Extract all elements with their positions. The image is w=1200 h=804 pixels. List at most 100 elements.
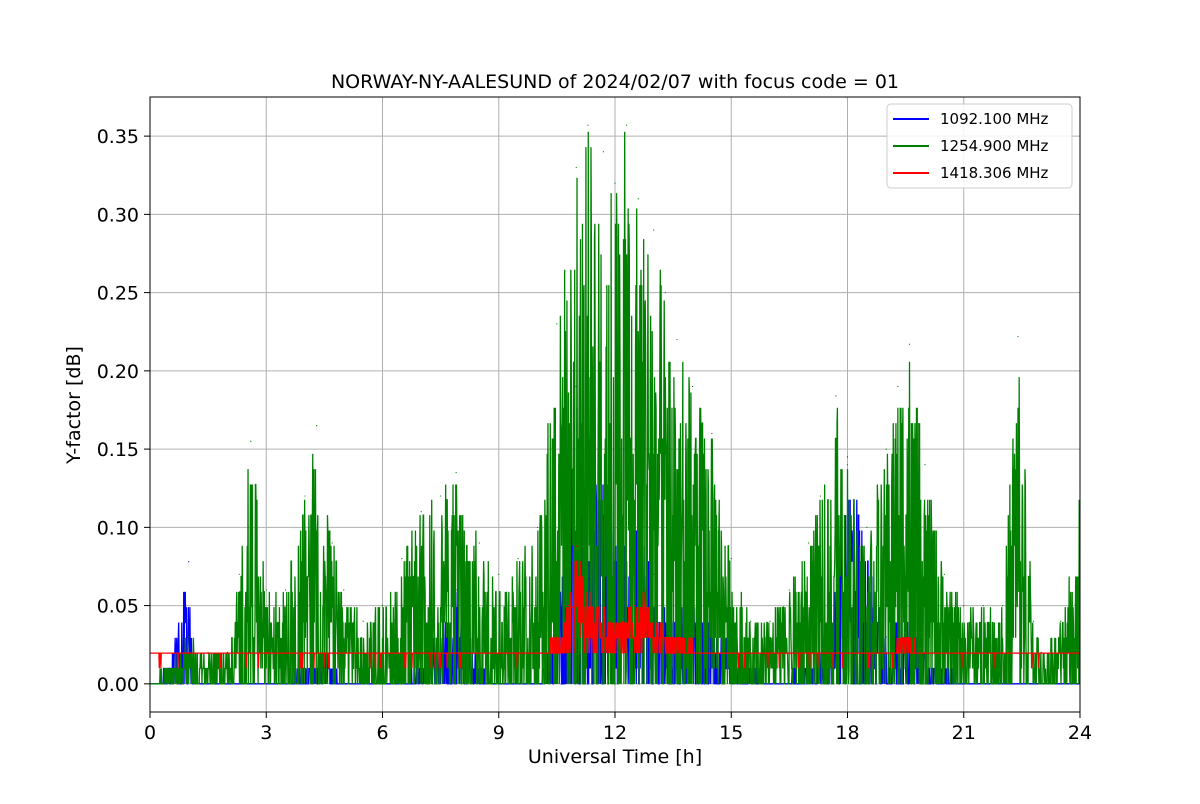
x-tick-label: 0: [144, 722, 156, 744]
data-point: [1060, 620, 1062, 622]
data-point: [536, 526, 539, 528]
y-tick-label: 0.15: [97, 439, 139, 461]
data-point: [653, 620, 655, 622]
data-point: [188, 651, 190, 654]
data-point: [788, 589, 790, 591]
data-point: [587, 124, 589, 126]
data-point: [614, 182, 616, 184]
data-point: [924, 464, 926, 466]
data-point: [440, 495, 442, 497]
data-point: [808, 651, 810, 654]
data-point: [343, 589, 345, 591]
y-tick-label: 0.35: [97, 126, 139, 148]
data-point: [730, 651, 732, 654]
data-point: [343, 651, 345, 654]
data-point: [226, 651, 229, 654]
data-point: [846, 651, 849, 654]
data-point: [381, 651, 384, 654]
data-point: [401, 558, 403, 560]
legend-label: 1254.900 MHz: [940, 137, 1049, 155]
y-tick-label: 0.10: [97, 517, 139, 539]
data-point: [285, 589, 287, 591]
data-point: [250, 440, 252, 442]
x-tick-label: 15: [719, 722, 743, 744]
x-tick-label: 3: [260, 722, 272, 744]
plot-area: 0 3 6 9 12 15 18 21 24 0.00 0.05 0.10 0.15 0.20 0.25 0.…: [97, 96, 1092, 744]
data-point: [556, 323, 558, 325]
data-point: [498, 573, 500, 575]
chart-title: NORWAY-NY-AALESUND of 2024/02/07 with fo…: [331, 71, 899, 93]
data-point: [885, 448, 887, 450]
data-point: [943, 573, 945, 575]
data-point: [610, 620, 612, 622]
x-axis-label: Universal Time [h]: [528, 746, 702, 768]
data-point: [963, 604, 965, 607]
data-point: [498, 651, 500, 654]
legend-label: 1092.100 MHz: [940, 110, 1049, 128]
data-point: [1032, 620, 1035, 622]
data-point: [885, 651, 887, 654]
data-point: [459, 651, 461, 654]
data-point: [1040, 651, 1042, 654]
data-point: [750, 620, 752, 622]
data-point: [633, 604, 635, 607]
data-point: [897, 385, 899, 388]
data-point: [924, 651, 926, 654]
data-point: [316, 425, 318, 427]
data-point: [819, 495, 821, 497]
x-tick-label: 24: [1068, 722, 1092, 744]
data-point: [905, 636, 907, 638]
data-point: [711, 432, 713, 435]
data-point: [835, 395, 837, 397]
data-point: [626, 124, 628, 126]
data-point: [420, 651, 422, 654]
data-point: [331, 542, 333, 544]
legend-box: [886, 103, 1073, 189]
y-tick-label: 0.30: [97, 204, 139, 226]
y-tick-label: 0.00: [97, 674, 139, 696]
data-point: [517, 558, 519, 560]
data-point: [265, 589, 267, 591]
data-point: [1017, 335, 1019, 338]
data-point: [846, 456, 849, 458]
legend-label: 1418.306 MHz: [940, 164, 1049, 182]
data-point: [188, 636, 190, 638]
data-point: [304, 495, 306, 497]
y-tick-label: 0.20: [97, 361, 139, 383]
data-point: [730, 558, 732, 560]
data-point: [536, 651, 539, 654]
data-point: [653, 229, 655, 231]
data-point: [238, 573, 240, 575]
data-point: [304, 651, 306, 654]
data-point: [808, 542, 810, 544]
data-point: [866, 526, 868, 528]
data-point: [645, 589, 647, 591]
data-point: [265, 683, 267, 685]
data-point: [567, 604, 570, 607]
data-point: [381, 604, 384, 607]
x-tick-label: 12: [603, 722, 627, 744]
data-point: [575, 166, 577, 169]
y-tick-label: 0.25: [97, 283, 139, 305]
data-point: [622, 620, 624, 622]
data-point: [1001, 651, 1004, 654]
data-point: [455, 471, 457, 474]
data-point: [265, 651, 267, 654]
data-point: [168, 667, 170, 669]
data-point: [575, 545, 577, 547]
data-point: [664, 292, 666, 294]
data-point: [517, 651, 519, 654]
data-point: [691, 385, 694, 388]
x-tick-label: 21: [952, 722, 976, 744]
series-line-1418-306-mhz: [150, 560, 1080, 669]
data-point: [420, 511, 422, 513]
legend: 1092.100 MHz 1254.900 MHz 1418.306 MHz: [886, 103, 1073, 189]
data-point: [963, 651, 965, 654]
data-point: [188, 561, 190, 563]
data-point: [769, 651, 771, 654]
data-point: [982, 604, 984, 607]
data-point: [672, 636, 674, 638]
x-tick-label: 18: [835, 722, 859, 744]
